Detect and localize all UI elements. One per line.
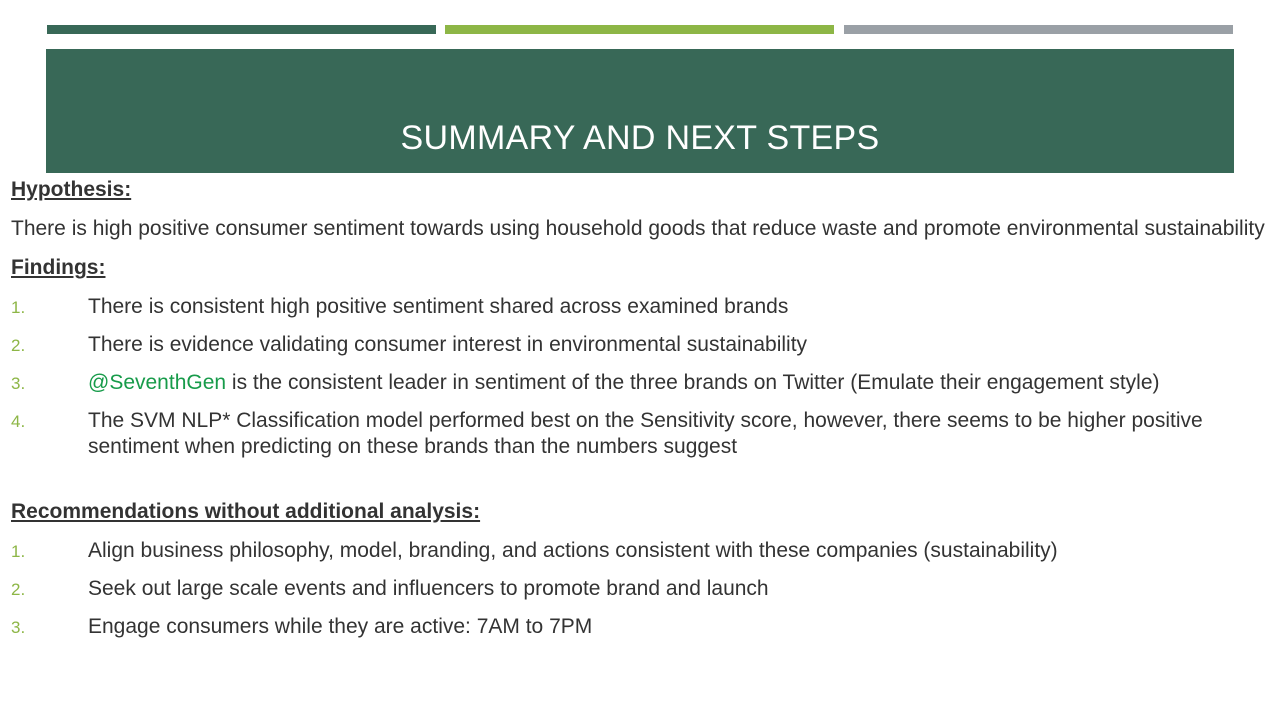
slide-content: Hypothesis: There is high positive consu… [11,176,1271,640]
findings-item-text: is the consistent leader in sentiment of… [226,371,1160,394]
findings-item: 1. There is consistent high positive sen… [11,294,1271,320]
recommendation-item: 1. Align business philosophy, model, bra… [11,538,1271,564]
list-number: 2. [11,580,26,599]
list-number: 1. [11,298,26,317]
findings-item: 2. There is evidence validating consumer… [11,332,1271,358]
list-number: 3. [11,374,26,393]
hypothesis-heading: Hypothesis: [11,178,132,201]
list-number: 1. [11,542,26,561]
recommendation-item-text: Seek out large scale events and influenc… [88,577,769,600]
list-number: 4. [11,412,26,431]
hypothesis-text: There is high positive consumer sentimen… [11,217,1265,240]
accent-bar-dark-green [47,25,436,34]
findings-item: 4. The SVM NLP* Classification model per… [11,408,1271,460]
twitter-mention-link[interactable]: @SeventhGen [88,371,227,394]
recommendations-heading: Recommendations without additional analy… [11,500,481,523]
findings-item-text: There is consistent high positive sentim… [88,295,789,318]
slide-title: SUMMARY AND NEXT STEPS [400,119,880,157]
findings-heading: Findings: [11,256,106,279]
findings-item: 3. @SeventhGen is the consistent leader … [11,370,1271,396]
findings-item-text: There is evidence validating consumer in… [88,333,808,356]
accent-bar-gray [844,25,1233,34]
findings-item-text: The SVM NLP* Classification model perfor… [88,409,1203,458]
title-band [46,49,1234,173]
recommendation-item-text: Align business philosophy, model, brandi… [88,539,1058,562]
list-number: 2. [11,336,26,355]
recommendation-item: 2. Seek out large scale events and influ… [11,576,1271,602]
recommendation-item: 3. Engage consumers while they are activ… [11,614,1271,640]
accent-bar-light-green [445,25,834,34]
list-number: 3. [11,618,26,637]
recommendation-item-text: Engage consumers while they are active: … [88,615,593,638]
